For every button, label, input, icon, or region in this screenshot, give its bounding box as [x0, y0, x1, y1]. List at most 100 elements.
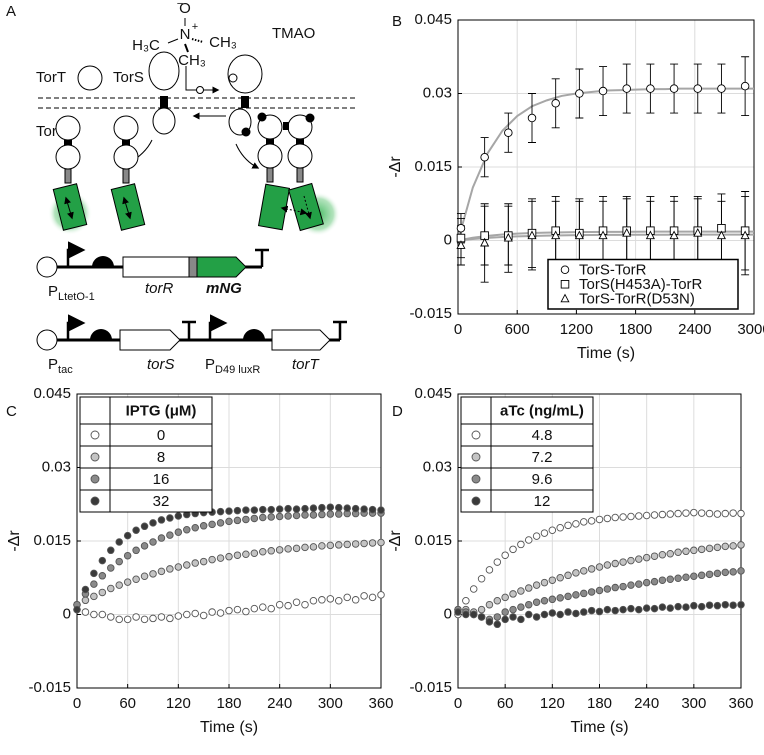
marker: [284, 512, 292, 520]
marker: [598, 230, 608, 240]
marker: [292, 598, 301, 607]
marker: [540, 578, 549, 587]
marker: [292, 511, 301, 520]
torr-domain: [113, 115, 139, 141]
rbs: [243, 329, 265, 340]
legend-label: 8: [157, 449, 165, 466]
marker: [377, 506, 385, 514]
marker: [166, 514, 174, 522]
marker: [627, 512, 635, 521]
marker: [81, 596, 90, 605]
plot-frame: [457, 393, 742, 689]
marker: [216, 554, 225, 562]
marker: [485, 566, 494, 574]
marker: [199, 522, 208, 530]
marker: [658, 576, 667, 584]
x-tick-label: 180: [587, 695, 612, 712]
marker: [259, 603, 267, 611]
marker: [737, 567, 745, 575]
construct-2: Ptac torS PD49 luxR torT: [36, 314, 347, 376]
marker: [666, 549, 675, 558]
gene-tort: [271, 329, 331, 351]
marker: [713, 601, 722, 610]
marker: [284, 504, 292, 513]
marker: [635, 555, 643, 563]
marker: [174, 512, 183, 520]
plasmid: [36, 329, 58, 351]
marker: [343, 540, 351, 549]
marker: [318, 542, 326, 550]
x-tick-label: 600: [505, 321, 530, 338]
marker: [729, 542, 737, 550]
marker: [517, 603, 525, 611]
marker: [140, 572, 149, 581]
marker: [548, 595, 557, 604]
marker: [509, 545, 517, 554]
marker: [721, 542, 730, 551]
marker: [157, 516, 166, 524]
promoter: [66, 241, 86, 267]
marker: [157, 534, 166, 542]
marker: [619, 513, 627, 521]
legend-label: TorS-TorR: [579, 262, 647, 279]
marker: [674, 509, 682, 518]
marker: [267, 513, 275, 521]
marker: [208, 520, 216, 529]
gene-torr: [122, 256, 190, 278]
diagram: A O − N + H₃C CH₃ CH₃ TMAO TorT TorS Tor…: [6, 0, 356, 376]
marker: [666, 604, 675, 612]
marker: [642, 578, 651, 587]
marker: [564, 592, 572, 601]
tmao: [196, 86, 204, 94]
marker: [611, 606, 619, 615]
marker: [705, 544, 714, 553]
x-tick-label: 300: [681, 695, 706, 712]
marker: [595, 586, 604, 595]
marker: [216, 519, 225, 527]
y-tick-label: 0.045: [414, 385, 452, 402]
gene-label: torS: [147, 356, 175, 373]
marker: [587, 588, 596, 596]
marker: [132, 613, 140, 621]
marker: [611, 559, 619, 568]
marker: [250, 514, 259, 523]
marker: [90, 496, 100, 506]
marker: [721, 509, 730, 518]
marker: [301, 600, 309, 609]
marker: [343, 593, 351, 602]
marker: [343, 504, 351, 512]
marker: [697, 602, 706, 611]
dipole: [64, 196, 74, 220]
marker: [485, 618, 494, 626]
marker: [107, 584, 115, 593]
marker: [525, 536, 533, 544]
marker: [493, 597, 502, 605]
marker: [90, 610, 98, 619]
marker: [250, 549, 259, 558]
marker: [658, 510, 667, 519]
marker: [115, 581, 123, 589]
marker: [191, 559, 199, 567]
marker: [564, 608, 572, 616]
marker: [635, 512, 643, 520]
mng: [288, 182, 324, 232]
marker: [525, 584, 533, 592]
gene-label: mNG: [206, 280, 242, 297]
marker: [564, 571, 572, 580]
x-tick-label: 120: [540, 695, 565, 712]
marker: [642, 511, 651, 520]
marker: [525, 610, 533, 619]
marker: [132, 546, 140, 555]
legend-box: [547, 258, 739, 310]
marker: [335, 503, 343, 512]
marker: [548, 609, 557, 617]
marker: [509, 590, 517, 598]
gene-tors: [119, 329, 181, 351]
marker: [658, 550, 667, 559]
marker: [666, 575, 675, 583]
dipole: [280, 205, 308, 216]
marker: [532, 613, 541, 621]
marker: [595, 607, 604, 616]
marker: [123, 615, 132, 624]
marker: [259, 513, 267, 522]
